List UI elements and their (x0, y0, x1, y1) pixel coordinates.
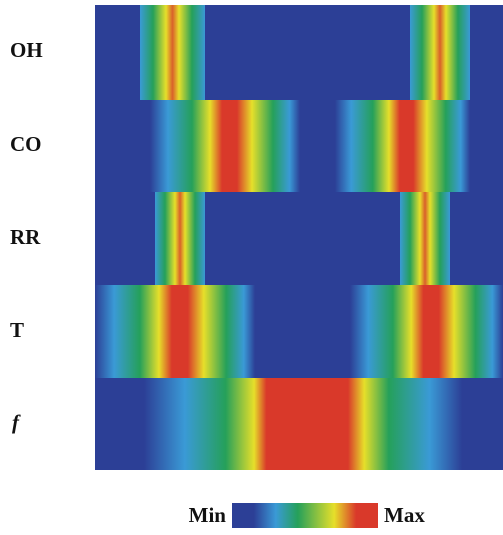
row-label: T (10, 318, 24, 342)
f-band (95, 378, 503, 470)
rr-band (400, 192, 450, 285)
co-band (150, 100, 300, 192)
t-band (350, 285, 503, 378)
co-band (335, 100, 470, 192)
field-panel (95, 5, 503, 470)
t-band (95, 285, 255, 378)
colorbar (232, 503, 378, 528)
rr-band (155, 192, 205, 285)
oh-band (410, 5, 470, 100)
row-label: RR (10, 225, 41, 249)
colorbar-min-label: Min (189, 503, 227, 527)
colorbar-max-label: Max (384, 503, 425, 527)
row-label: OH (10, 38, 43, 62)
oh-band (140, 5, 205, 100)
row-label: f (12, 410, 21, 434)
row-label: CO (10, 132, 42, 156)
